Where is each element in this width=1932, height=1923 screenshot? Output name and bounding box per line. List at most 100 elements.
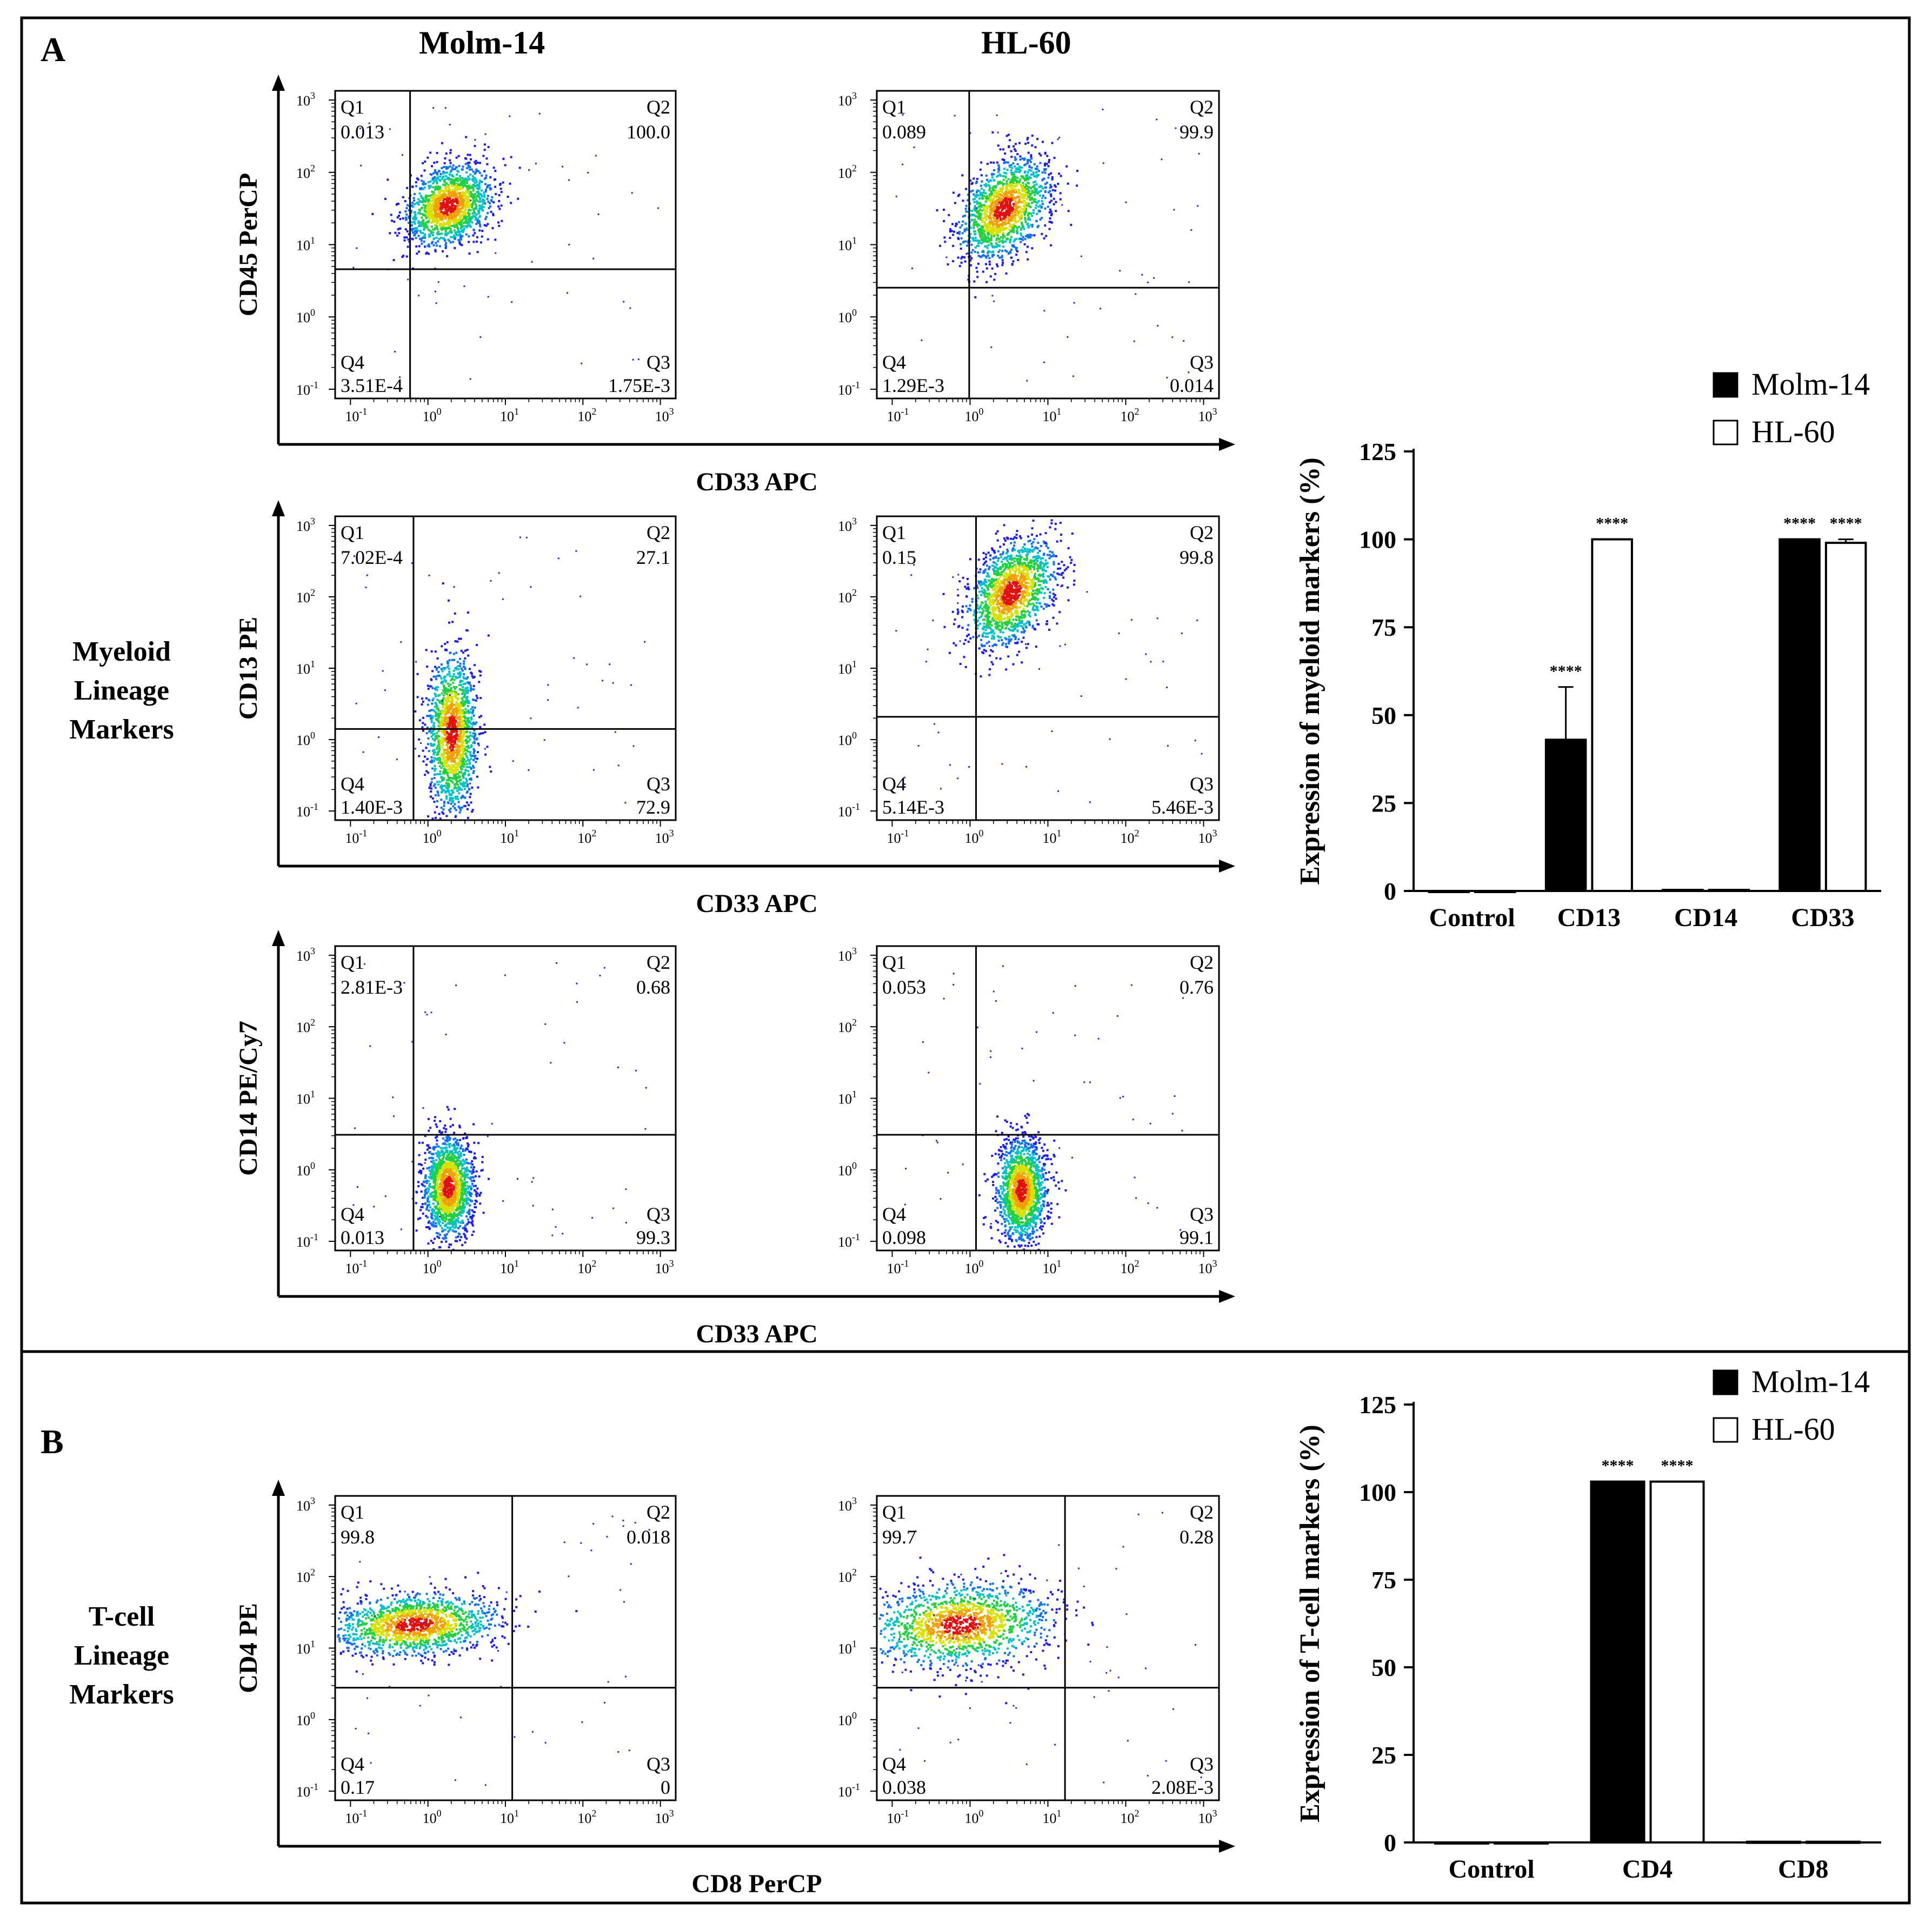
flow-event-dot [468, 209, 470, 211]
flow-event-dot [392, 259, 395, 262]
flow-event-dot [487, 223, 489, 225]
flow-event-dot [457, 239, 460, 242]
flow-event-dot [448, 198, 450, 201]
flow-event-dot [1044, 164, 1046, 167]
flow-event-dot [1022, 195, 1025, 197]
flow-event-dot [979, 168, 982, 171]
flow-event-dot [443, 223, 445, 225]
flow-event-dot [465, 198, 468, 201]
flow-event-dot [1014, 224, 1016, 227]
flow-event-dot [479, 201, 482, 203]
flow-event-dot [1008, 145, 1010, 148]
flow-event-dot [1065, 165, 1068, 168]
flow-event-dot [995, 185, 997, 188]
flow-event-dot [431, 190, 434, 193]
flow-event-dot [948, 214, 950, 216]
flow-event-dot [423, 233, 426, 236]
flow-event-dot [1042, 187, 1044, 190]
flow-event-dot [1010, 190, 1013, 193]
flow-event-dot [434, 202, 436, 204]
flow-event-dot [464, 221, 467, 223]
flow-event-dot [461, 205, 464, 208]
flow-event-dot [463, 204, 465, 207]
flow-event-dot [459, 178, 462, 181]
flow-event-dot [1044, 207, 1047, 210]
flow-event-dot [1009, 165, 1011, 168]
flow-event-dot [439, 185, 442, 188]
flow-event-dot [538, 112, 541, 115]
flow-event-dot [992, 214, 995, 216]
flow-event-dot [356, 247, 358, 249]
flow-event-dot [461, 244, 463, 247]
flow-event-dot [629, 307, 631, 309]
flow-event-dot [439, 214, 442, 217]
flow-event-dot [976, 211, 978, 214]
flow-event-dot [444, 186, 447, 189]
flow-event-dot [352, 267, 355, 269]
flow-event-dot [474, 178, 477, 181]
flow-event-dot [1049, 184, 1052, 186]
flow-event-dot [430, 232, 433, 235]
flow-event-dot [469, 165, 471, 168]
flow-event-dot [433, 178, 436, 181]
flow-event-dot [444, 234, 447, 236]
flow-event-dot [456, 199, 459, 202]
y-tick-exponent: 2 [310, 163, 315, 174]
flow-event-dot [1015, 248, 1017, 251]
flow-event-dot [982, 238, 984, 241]
flow-event-dot [431, 165, 433, 168]
flow-event-dot [435, 185, 438, 188]
flow-event-dot [443, 228, 445, 230]
flow-event-dot [1008, 231, 1010, 234]
flow-event-dot [472, 194, 475, 196]
flow-event-dot [479, 198, 482, 201]
flow-event-dot [454, 210, 457, 212]
flow-event-dot [458, 230, 461, 233]
flow-event-dot [1021, 211, 1024, 214]
flow-event-dot [973, 280, 976, 283]
flow-event-dot [471, 216, 474, 218]
flow-event-dot [428, 243, 430, 246]
flow-event-dot [474, 193, 476, 196]
flow-event-dot [480, 194, 483, 196]
flow-event-dot [974, 250, 976, 253]
flow-event-dot [1027, 159, 1029, 162]
flow-event-dot [960, 248, 962, 250]
flow-event-dot [445, 190, 448, 192]
flow-event-dot [1039, 194, 1042, 197]
flow-event-dot [428, 212, 431, 215]
flow-event-dot [967, 241, 969, 244]
flow-event-dot [500, 191, 503, 194]
flow-event-dot [436, 214, 439, 217]
flow-event-dot [427, 210, 429, 213]
flow-event-dot [472, 187, 475, 189]
flow-event-dot [1031, 134, 1034, 137]
flow-event-dot [473, 211, 476, 214]
flow-event-dot [1014, 150, 1017, 152]
flow-event-dot [453, 215, 456, 218]
flow-event-dot [474, 177, 476, 179]
flow-event-dot [1034, 187, 1036, 190]
flow-event-dot [1041, 171, 1044, 174]
flow-event-dot [466, 197, 469, 199]
flow-event-dot [405, 218, 408, 221]
flow-event-dot [975, 224, 978, 227]
flow-event-dot [429, 186, 431, 189]
y-tick-exponent: -1 [310, 380, 318, 390]
x-tick-exponent: 2 [591, 406, 596, 417]
flow-event-dot [949, 228, 952, 230]
flow-event-dot [992, 161, 995, 164]
flow-event-dot [432, 192, 435, 195]
flow-event-dot [450, 217, 453, 219]
flow-event-dot [1052, 197, 1055, 200]
flow-event-dot [418, 209, 421, 212]
flow-event-dot [452, 219, 455, 222]
flow-event-dot [959, 226, 962, 229]
flow-event-dot [432, 203, 435, 205]
flow-event-dot [1006, 213, 1009, 216]
flow-event-dot [428, 198, 430, 201]
flow-event-dot [986, 199, 989, 202]
flow-event-dot [965, 188, 968, 190]
flow-event-dot [497, 205, 500, 208]
flow-event-dot [456, 208, 458, 210]
